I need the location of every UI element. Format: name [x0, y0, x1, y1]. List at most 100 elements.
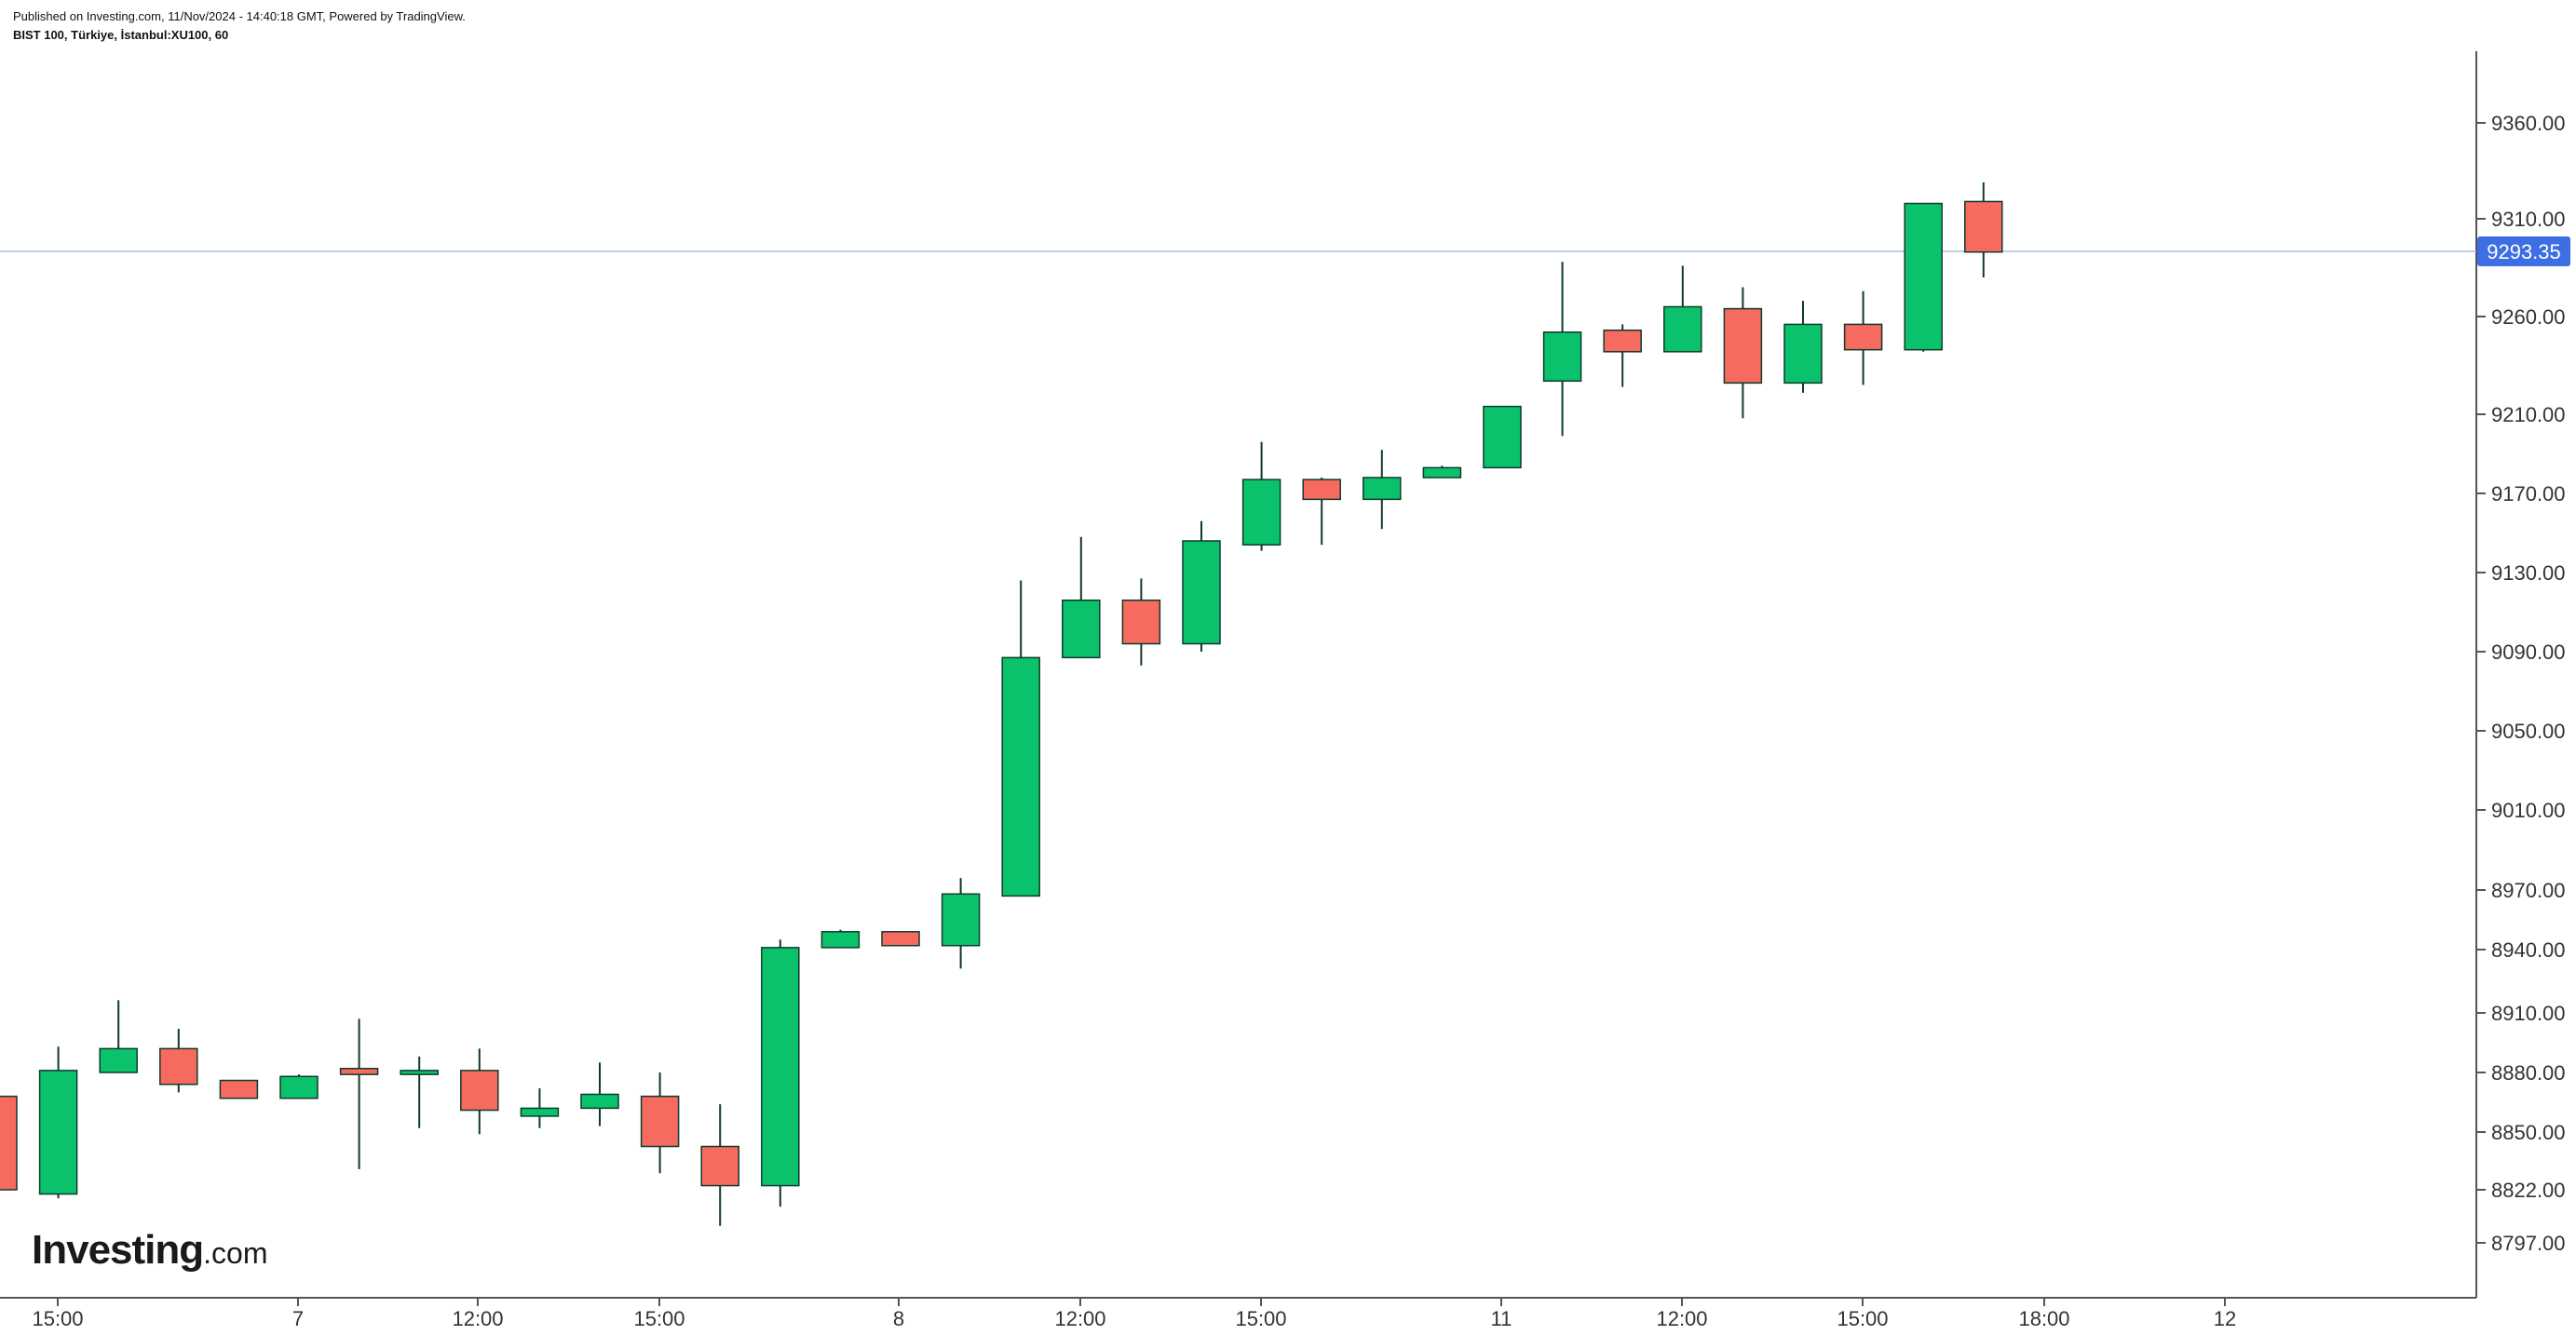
x-tick-label: 8 [893, 1307, 904, 1330]
x-tick-label: 12:00 [1054, 1307, 1105, 1330]
candle [820, 929, 861, 949]
candle [1062, 536, 1101, 659]
candle-body-down [1121, 600, 1161, 645]
candle [460, 1048, 499, 1135]
candle [279, 1074, 319, 1099]
candle [1483, 405, 1522, 469]
chart-header: Published on Investing.com, 11/Nov/2024 … [13, 7, 466, 45]
candle-body-down [700, 1145, 739, 1187]
candle-body-up [1542, 331, 1582, 383]
candle-body-up [941, 893, 981, 947]
candle-body-up [1783, 323, 1823, 384]
y-tick-label: 9010.00 [2491, 799, 2566, 822]
candle [881, 931, 920, 947]
candle-body-down [0, 1095, 18, 1191]
candle-body-up [761, 947, 800, 1187]
candle [1363, 450, 1402, 530]
candle [1241, 441, 1281, 551]
logo-brand: Investing [32, 1227, 204, 1273]
candle-body-up [1663, 305, 1702, 353]
y-tick-label: 8940.00 [2491, 938, 2566, 962]
candle [700, 1104, 739, 1226]
y-tick-label: 8850.00 [2491, 1121, 2566, 1144]
last-price-marker[interactable]: 9293.35 [2477, 236, 2570, 266]
candle-body-up [1904, 202, 1943, 351]
x-tick-label: 18:00 [2018, 1307, 2069, 1330]
last-price-tag[interactable] [2477, 236, 2570, 266]
candle-body-down [159, 1047, 198, 1086]
candle-body-up [38, 1070, 78, 1195]
candle [1603, 324, 1642, 387]
published-note: Published on Investing.com, 11/Nov/2024 … [13, 9, 466, 23]
candle [520, 1088, 560, 1128]
candle [1723, 287, 1763, 419]
candle-body-up [99, 1047, 138, 1073]
candle-body-up [520, 1107, 560, 1117]
candle-body-down [460, 1070, 499, 1112]
candle [1121, 578, 1161, 666]
candle [1663, 265, 1702, 353]
x-tick-label: 12:00 [452, 1307, 503, 1330]
candle-body-down [1964, 200, 2003, 253]
y-tick-label: 8880.00 [2491, 1061, 2566, 1085]
x-tick-label: 7 [292, 1307, 304, 1330]
y-tick-label: 9260.00 [2491, 305, 2566, 329]
candle [99, 1000, 138, 1073]
candle-body-down [1603, 329, 1642, 353]
candle [0, 1095, 18, 1191]
candle [38, 1046, 78, 1199]
y-tick-label: 9310.00 [2491, 208, 2566, 231]
last-price-label: 9293.35 [2487, 240, 2561, 263]
y-tick-label: 9360.00 [2491, 112, 2566, 135]
candle [1904, 202, 1943, 352]
candle [1422, 465, 1462, 479]
candle [1964, 182, 2003, 277]
x-tick-label: 12 [2214, 1307, 2236, 1330]
candle-body-up [820, 931, 861, 949]
candle [339, 1018, 379, 1169]
y-tick-label: 8822.00 [2491, 1179, 2566, 1202]
y-tick-label: 9170.00 [2491, 482, 2566, 506]
candle [1843, 290, 1883, 385]
x-tick-label: 12:00 [1656, 1307, 1707, 1330]
candle-body-down [881, 931, 920, 947]
candle [1783, 301, 1823, 393]
candle-body-up [400, 1070, 439, 1075]
candle [219, 1079, 259, 1099]
candle [1001, 580, 1040, 897]
y-tick-label: 9090.00 [2491, 641, 2566, 664]
y-axis-ticks: 9360.00 9310.00 9260.00 9210.00 9170.00 9130.… [2476, 112, 2566, 1255]
logo-tld: .com [203, 1236, 268, 1270]
y-tick-label: 9130.00 [2491, 561, 2566, 585]
candle-body-up [279, 1075, 319, 1099]
candle-body-up [1182, 540, 1221, 645]
candle [1542, 262, 1582, 437]
candle-body-up [1363, 477, 1402, 501]
candle [761, 939, 800, 1207]
candle [941, 878, 981, 969]
y-tick-label: 8797.00 [2491, 1232, 2566, 1255]
candle-body-down [339, 1067, 379, 1075]
candle-body-up [1483, 405, 1522, 469]
x-tick-label: 15:00 [32, 1307, 83, 1330]
candle-body-up [1422, 466, 1462, 479]
y-tick-label: 9210.00 [2491, 403, 2566, 426]
candle [1302, 478, 1341, 546]
candle-body-down [1843, 323, 1883, 351]
candles-group [0, 182, 2003, 1226]
candle [159, 1029, 198, 1093]
candle [400, 1056, 439, 1128]
symbol-title: BIST 100, Türkiye, İstanbul:XU100, 60 [13, 28, 229, 42]
y-tick-label: 8970.00 [2491, 879, 2566, 902]
x-tick-label: 15:00 [1235, 1307, 1286, 1330]
x-tick-label: 11 [1491, 1307, 1512, 1330]
candle [580, 1062, 619, 1126]
candle-body-up [1062, 600, 1101, 659]
x-axis-ticks: 15:00 7 12:00 15:00 8 12:00 15:00 11 12:00 15:00 1… [32, 1298, 2236, 1330]
x-tick-label: 15:00 [1837, 1307, 1888, 1330]
candle [1182, 520, 1221, 652]
candle-body-down [219, 1079, 259, 1099]
candle-body-down [640, 1095, 680, 1148]
candle-body-up [1001, 656, 1040, 897]
